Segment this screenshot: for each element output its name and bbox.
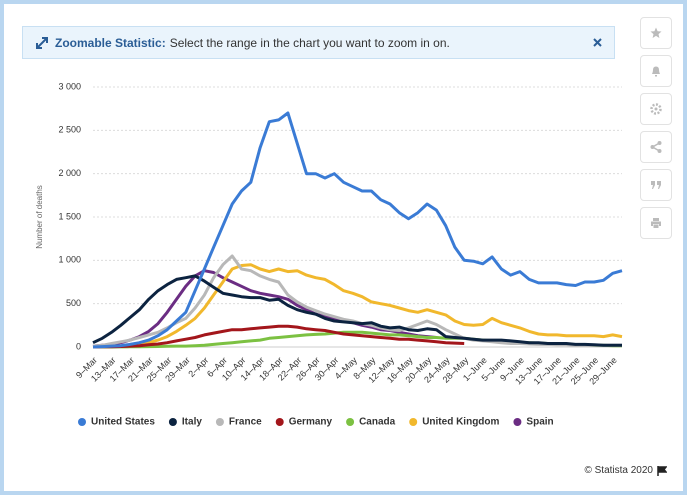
print-button[interactable] bbox=[640, 207, 672, 239]
legend-label: Canada bbox=[359, 417, 396, 428]
legend-marker bbox=[78, 418, 86, 426]
share-button[interactable] bbox=[640, 131, 672, 163]
settings-button[interactable] bbox=[640, 93, 672, 125]
legend-marker bbox=[346, 418, 355, 426]
favorite-button[interactable] bbox=[640, 17, 672, 49]
zoom-banner: Zoomable Statistic: Select the range in … bbox=[22, 26, 615, 59]
zoom-icon bbox=[36, 36, 48, 49]
legend-marker bbox=[275, 418, 284, 426]
x-tick-label: 2–Apr bbox=[186, 355, 210, 379]
alert-button[interactable] bbox=[640, 55, 672, 87]
legend-label: France bbox=[229, 417, 262, 428]
y-tick-label: 3 000 bbox=[58, 81, 81, 91]
line-series bbox=[92, 274, 622, 347]
flag-icon[interactable] bbox=[657, 465, 667, 476]
legend-marker bbox=[409, 418, 418, 426]
legend-marker bbox=[168, 418, 177, 426]
legend-label: Italy bbox=[182, 417, 202, 428]
line-series bbox=[92, 324, 465, 349]
chart: Number of deaths 0 500 1 000 1 500 2 000 2 50… bbox=[35, 81, 623, 428]
close-button[interactable] bbox=[593, 38, 602, 47]
credit: © Statista 2020 bbox=[584, 465, 653, 476]
footer: © Statista 2020 bbox=[584, 465, 667, 476]
toolbar bbox=[640, 17, 672, 245]
banner-title: Zoomable Statistic: bbox=[55, 35, 166, 50]
legend-label: United Kingdom bbox=[422, 417, 499, 428]
legend-marker bbox=[513, 418, 522, 426]
legend-label: Spain bbox=[526, 417, 553, 428]
y-tick-label: 1 500 bbox=[58, 211, 81, 221]
cite-button[interactable] bbox=[640, 169, 672, 201]
line-series bbox=[92, 111, 623, 349]
y-tick-label: 2 500 bbox=[58, 125, 81, 135]
y-tick-label: 0 bbox=[76, 341, 81, 351]
line-series bbox=[92, 269, 437, 348]
y-tick-label: 2 000 bbox=[58, 168, 81, 178]
y-axis-label: Number of deaths bbox=[35, 185, 44, 249]
y-tick-label: 500 bbox=[66, 298, 81, 308]
line-series bbox=[93, 263, 623, 349]
legend-marker bbox=[215, 418, 224, 426]
y-tick-label: 1 000 bbox=[58, 255, 81, 265]
legend-label: United States bbox=[91, 417, 155, 428]
banner-text: Select the range in the chart you want t… bbox=[169, 35, 450, 50]
legend-label: Germany bbox=[289, 417, 333, 428]
